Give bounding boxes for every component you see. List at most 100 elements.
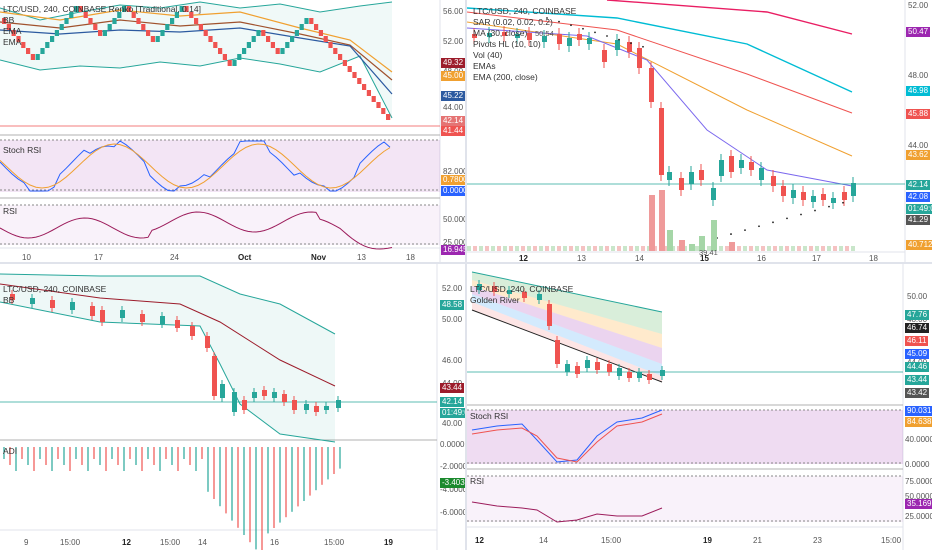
candle [272, 392, 277, 398]
renko-brick [290, 36, 295, 42]
candle [314, 406, 319, 412]
candle [492, 286, 497, 292]
volume-bar [761, 246, 765, 251]
chart-panel-bottom-left[interactable]: LTC/USD, 240, COINBASE BB ADI 52.00 50.00… [0, 264, 465, 550]
time-axis-label: 14 [198, 538, 207, 547]
legend-ema-1: EMA [3, 26, 22, 36]
renko-brick [227, 60, 232, 66]
sar-dot [606, 35, 608, 37]
time-axis-label: 14 [539, 536, 548, 545]
volume-bar [599, 246, 603, 251]
rsi-legend: RSI [470, 476, 485, 486]
bollinger-chart-canvas[interactable] [0, 264, 465, 550]
price-scale-label: 0.0000 [440, 440, 465, 449]
candle [602, 50, 607, 62]
renko-brick [232, 60, 237, 66]
candle [771, 176, 776, 186]
renko-brick [184, 6, 189, 12]
renko-brick [26, 48, 31, 54]
renko-brick [246, 42, 251, 48]
renko-brick [50, 36, 55, 42]
volume-bar [485, 246, 489, 251]
candle [699, 170, 704, 180]
time-axis-label: 21 [753, 536, 762, 545]
candle [627, 372, 632, 378]
golden-river-band [472, 286, 662, 364]
candle [30, 298, 35, 304]
volume-bar [521, 246, 525, 251]
candle [831, 198, 836, 203]
renko-brick [376, 102, 381, 108]
legend-bb: BB [3, 15, 15, 25]
chart-panel-bottom-right[interactable]: LTC/USD, 240, COINBASE Golden River Stoc… [467, 264, 932, 550]
renko-brick [218, 48, 223, 54]
renko-brick [194, 18, 199, 24]
volume-bar [743, 246, 747, 251]
candle [739, 160, 744, 168]
price-scale-label: 75.0000 [905, 477, 932, 486]
chart-panel-top-left[interactable]: LTC/USD, 240, COINBASE Renko [Traditiona… [0, 0, 465, 262]
price-tag: 44.46 [905, 362, 930, 372]
ema-line [0, 9, 393, 73]
price-scale-label: 48.00 [908, 71, 929, 80]
candle [542, 36, 547, 42]
price-scale-label: 0.0000 [905, 460, 930, 469]
candle [292, 400, 297, 410]
time-axis-label: 15:00 [601, 536, 622, 545]
sar-dot [828, 205, 830, 208]
renko-brick [304, 18, 309, 24]
price-tag: 45.09 [905, 349, 930, 359]
renko-brick [174, 12, 179, 18]
price-tag: 01:49:00 [906, 204, 932, 214]
legend-top-right: LTC/USD, 240, COINBASE SAR (0.02, 0.02, … [473, 6, 576, 83]
candle [487, 33, 492, 37]
chart-panel-top-right[interactable]: LTC/USD, 240, COINBASE SAR (0.02, 0.02, … [467, 0, 932, 262]
time-axis-label: 12 [475, 536, 484, 545]
price-tag: 45.22 [441, 91, 465, 101]
renko-brick [150, 36, 155, 42]
candle [637, 372, 642, 378]
time-axis-label: 12 [122, 538, 131, 547]
candle [851, 183, 856, 196]
candle [821, 194, 826, 200]
renko-brick [122, 6, 127, 12]
time-axis-label: 10 [22, 253, 31, 262]
candle [659, 108, 664, 175]
renko-brick [78, 6, 83, 12]
horizontal-divider[interactable] [0, 262, 932, 264]
candle [547, 304, 552, 326]
candle [336, 400, 341, 408]
price-scale-label: 50.00 [442, 315, 463, 324]
volume-bar [623, 246, 627, 251]
candlestick-chart-canvas[interactable] [467, 0, 932, 262]
time-axis-label: 15 [700, 254, 709, 262]
time-axis-label: 18 [406, 253, 415, 262]
pivot-low-label: 39.41 [699, 248, 718, 257]
sar-dot [744, 229, 746, 232]
volume-bar [575, 246, 579, 251]
candle [567, 38, 572, 46]
renko-brick [213, 42, 218, 48]
renko-chart-canvas[interactable] [0, 0, 465, 262]
price-tag: 01:49:00 [440, 408, 465, 418]
time-axis-label: 13 [577, 254, 586, 262]
volume-bar [527, 246, 531, 251]
bb-band-fill [0, 274, 335, 442]
renko-brick [93, 24, 98, 30]
price-scale-label: 25.0000 [443, 238, 465, 247]
candle [304, 404, 309, 410]
renko-brick [237, 54, 242, 60]
candle [242, 400, 247, 410]
sar-dot [842, 201, 844, 204]
golden-river-chart-canvas[interactable] [467, 264, 932, 550]
volume-bar [737, 246, 741, 251]
renko-brick [256, 30, 261, 36]
candle [212, 356, 217, 396]
vertical-divider[interactable] [465, 0, 467, 550]
renko-brick [366, 90, 371, 96]
golden-river-band [472, 280, 662, 348]
volume-bar [833, 246, 837, 251]
candle [667, 172, 672, 180]
renko-brick [323, 36, 328, 42]
adi-legend: ADI [3, 446, 18, 456]
